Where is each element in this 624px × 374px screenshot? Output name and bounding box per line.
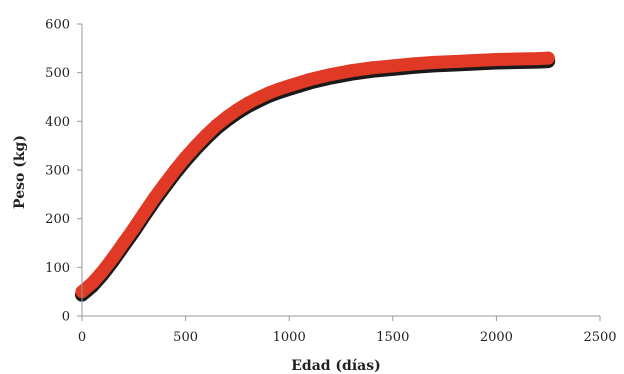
y-tick-label: 500 (45, 66, 70, 81)
plot-area (75, 51, 556, 302)
data-point (469, 54, 483, 67)
data-point (541, 51, 555, 65)
data-point (282, 79, 296, 93)
data-point (251, 91, 265, 105)
data-point (199, 128, 213, 142)
data-point (241, 96, 255, 110)
data-point (272, 82, 286, 96)
series-0 (75, 51, 556, 302)
x-tick-label: 1500 (376, 330, 409, 345)
data-point (344, 64, 358, 78)
data-point (365, 61, 379, 75)
data-point (106, 251, 120, 265)
series-line-shadow (75, 54, 556, 302)
data-point (189, 139, 203, 153)
x-tick-label: 1000 (273, 330, 306, 345)
tick-labels: 0 100 200 300 400 500 600 0 500 1000 1500 2000 2500 (45, 18, 616, 346)
data-point (230, 103, 244, 117)
y-tick-label: 100 (45, 261, 70, 276)
data-point (220, 110, 234, 124)
y-axis-title: Peso (kg) (12, 135, 28, 209)
data-point (407, 57, 420, 71)
data-point (303, 73, 317, 86)
series-line (75, 51, 555, 299)
data-point (85, 276, 99, 290)
data-point (510, 52, 524, 66)
x-tick-label: 2000 (480, 330, 513, 345)
data-point (262, 86, 275, 100)
data-point (210, 118, 224, 132)
data-point (427, 55, 441, 69)
axes (77, 23, 601, 321)
data-point (179, 150, 193, 164)
data-point (148, 191, 161, 205)
data-point (137, 206, 151, 220)
data-point (448, 55, 462, 68)
y-tick-label: 200 (45, 212, 70, 227)
data-point (158, 177, 172, 191)
x-axis-title: Edad (días) (291, 358, 381, 374)
x-tick-label: 0 (78, 330, 86, 345)
data-point (116, 236, 130, 250)
data-point (531, 52, 545, 66)
x-tick-label: 2500 (583, 330, 616, 345)
y-tick-label: 300 (45, 164, 70, 179)
x-tick-label: 500 (173, 330, 198, 345)
data-point (324, 68, 338, 82)
y-tick-label: 400 (45, 115, 70, 130)
data-point (168, 163, 182, 177)
data-point (127, 221, 141, 235)
data-point (386, 59, 400, 73)
data-point (96, 264, 110, 278)
data-point (489, 53, 503, 66)
y-tick-label: 600 (45, 18, 70, 33)
y-tick-label: 0 (62, 310, 70, 325)
